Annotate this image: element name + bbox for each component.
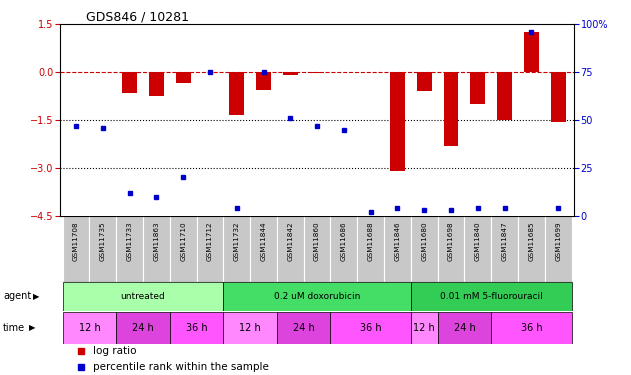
Bar: [438, 216, 464, 282]
Text: GSM11686: GSM11686: [341, 221, 347, 261]
Bar: [62, 282, 223, 311]
Bar: [223, 282, 411, 311]
Bar: [223, 312, 277, 344]
Text: GDS846 / 10281: GDS846 / 10281: [86, 10, 189, 23]
Text: GSM11863: GSM11863: [153, 221, 160, 261]
Text: GSM11688: GSM11688: [368, 221, 374, 261]
Text: 24 h: 24 h: [454, 323, 475, 333]
Bar: [331, 216, 357, 282]
Text: GSM11712: GSM11712: [207, 221, 213, 261]
Bar: [170, 216, 196, 282]
Text: GSM11680: GSM11680: [422, 221, 427, 261]
Text: 36 h: 36 h: [186, 323, 208, 333]
Bar: [170, 312, 223, 344]
Text: GSM11699: GSM11699: [555, 221, 561, 261]
Text: time: time: [3, 323, 25, 333]
Text: GSM11842: GSM11842: [287, 221, 293, 261]
Text: GSM11846: GSM11846: [394, 221, 401, 261]
Text: 0.01 mM 5-fluorouracil: 0.01 mM 5-fluorouracil: [440, 292, 543, 301]
Text: 12 h: 12 h: [239, 323, 261, 333]
Bar: [122, 72, 137, 93]
Text: 36 h: 36 h: [360, 323, 382, 333]
Text: GSM11733: GSM11733: [127, 221, 133, 261]
Bar: [256, 72, 271, 90]
Text: log ratio: log ratio: [93, 346, 137, 356]
Bar: [390, 72, 405, 171]
Text: 12 h: 12 h: [78, 323, 100, 333]
Bar: [545, 216, 572, 282]
Bar: [491, 312, 572, 344]
Bar: [491, 216, 518, 282]
Bar: [250, 216, 277, 282]
Bar: [357, 216, 384, 282]
Bar: [90, 216, 116, 282]
Text: GSM11735: GSM11735: [100, 221, 106, 261]
Bar: [331, 312, 411, 344]
Bar: [444, 72, 458, 146]
Text: GSM11710: GSM11710: [180, 221, 186, 261]
Text: GSM11732: GSM11732: [233, 221, 240, 261]
Bar: [116, 312, 170, 344]
Bar: [384, 216, 411, 282]
Bar: [283, 72, 298, 75]
Text: 24 h: 24 h: [132, 323, 154, 333]
Bar: [62, 312, 116, 344]
Text: GSM11860: GSM11860: [314, 221, 320, 261]
Bar: [497, 72, 512, 120]
Text: GSM11847: GSM11847: [502, 221, 507, 261]
Bar: [310, 72, 324, 74]
Text: GSM11708: GSM11708: [73, 221, 79, 261]
Bar: [277, 216, 304, 282]
Text: 24 h: 24 h: [293, 323, 315, 333]
Text: 12 h: 12 h: [413, 323, 435, 333]
Bar: [411, 312, 438, 344]
Text: untreated: untreated: [121, 292, 165, 301]
Bar: [551, 72, 565, 122]
Text: ▶: ▶: [33, 292, 39, 301]
Bar: [149, 72, 163, 96]
Bar: [176, 72, 191, 83]
Bar: [229, 72, 244, 115]
Text: agent: agent: [3, 291, 32, 302]
Text: GSM11698: GSM11698: [448, 221, 454, 261]
Bar: [62, 216, 90, 282]
Bar: [411, 216, 438, 282]
Text: GSM11685: GSM11685: [528, 221, 534, 261]
Bar: [471, 72, 485, 104]
Text: GSM11844: GSM11844: [261, 221, 266, 261]
Bar: [464, 216, 491, 282]
Bar: [143, 216, 170, 282]
Bar: [438, 312, 491, 344]
Text: 36 h: 36 h: [521, 323, 542, 333]
Bar: [304, 216, 331, 282]
Bar: [277, 312, 331, 344]
Text: ▶: ▶: [29, 323, 35, 332]
Bar: [116, 216, 143, 282]
Text: 0.2 uM doxorubicin: 0.2 uM doxorubicin: [274, 292, 360, 301]
Bar: [417, 72, 432, 92]
Bar: [223, 216, 250, 282]
Bar: [518, 216, 545, 282]
Bar: [196, 216, 223, 282]
Bar: [524, 32, 539, 72]
Bar: [411, 282, 572, 311]
Text: GSM11840: GSM11840: [475, 221, 481, 261]
Text: percentile rank within the sample: percentile rank within the sample: [93, 362, 269, 372]
